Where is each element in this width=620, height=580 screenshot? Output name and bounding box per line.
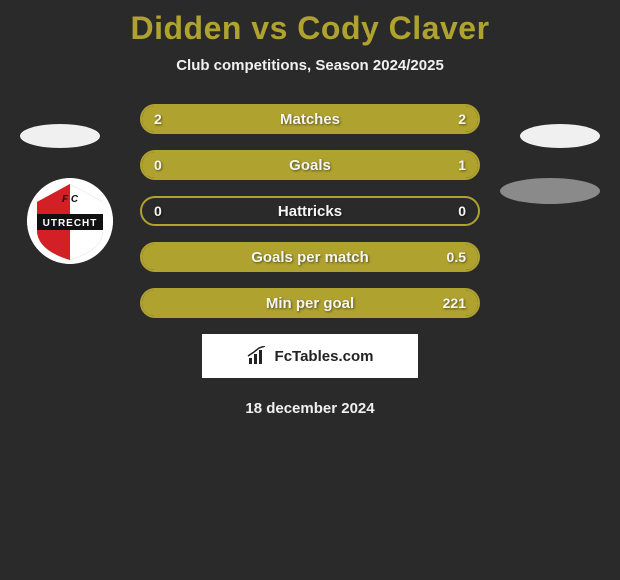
stat-label: Goals per match	[142, 244, 478, 270]
stat-value-left: 0	[154, 152, 162, 178]
stat-row: Min per goal221	[140, 288, 480, 318]
player-badge-right-ellipse	[520, 124, 600, 148]
stat-row: Goals0 1	[140, 150, 480, 180]
stat-row: Goals per match0.5	[140, 242, 480, 272]
player-badge-left-ellipse	[20, 124, 100, 148]
brand-text: FcTables.com	[275, 348, 374, 365]
stat-value-right: 221	[443, 290, 466, 316]
svg-text:F C: F C	[62, 194, 79, 205]
stat-value-left: 2	[154, 106, 162, 132]
stat-label: Min per goal	[142, 290, 478, 316]
club-badge-fc-utrecht: F C UTRECHT	[27, 178, 113, 264]
stat-row: Hattricks0 0	[140, 196, 480, 226]
stat-value-left: 0	[154, 198, 162, 224]
stat-row: Matches2 2	[140, 104, 480, 134]
player-badge-right-ellipse-2	[500, 178, 600, 204]
bar-chart-icon	[247, 346, 269, 366]
stat-value-right: 2	[458, 106, 466, 132]
stat-label: Hattricks	[142, 198, 478, 224]
brand-footer: FcTables.com	[202, 334, 418, 378]
stat-label: Matches	[142, 106, 478, 132]
subtitle: Club competitions, Season 2024/2025	[0, 57, 620, 74]
stat-value-right: 0.5	[447, 244, 466, 270]
stat-value-right: 0	[458, 198, 466, 224]
stat-value-right: 1	[458, 152, 466, 178]
stat-label: Goals	[142, 152, 478, 178]
date-text: 18 december 2024	[0, 400, 620, 417]
page-title: Didden vs Cody Claver	[0, 0, 620, 47]
fc-utrecht-icon: F C UTRECHT	[27, 178, 113, 264]
svg-text:UTRECHT: UTRECHT	[43, 218, 98, 229]
